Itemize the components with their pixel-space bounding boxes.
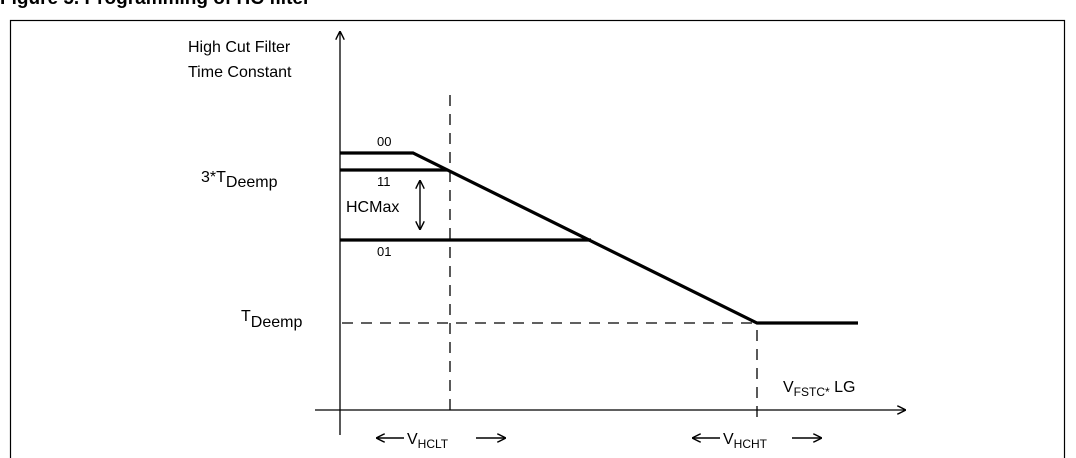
curve-00-label: 00 — [377, 134, 391, 149]
x-axis-label: VFSTC* LG — [783, 379, 855, 399]
y-axis-label-line2: Time Constant — [188, 64, 292, 81]
level-low-label: TDeemp — [241, 308, 302, 331]
curve-00-line — [340, 151, 858, 325]
hcht-label: VHCHT — [723, 431, 768, 451]
curve-01-label: 01 — [377, 244, 391, 259]
y-axis-label-line1: High Cut Filter — [188, 39, 291, 56]
curve-11-label: 11 — [377, 174, 391, 189]
figure-border — [9, 19, 1066, 458]
hcmax-label: HCMax — [346, 199, 399, 216]
figure-title: Figure 5. Programming of HC filter — [0, 0, 310, 10]
level-high-label: 3*TDeemp — [201, 169, 278, 191]
hclt-label: VHCLT — [407, 431, 449, 451]
